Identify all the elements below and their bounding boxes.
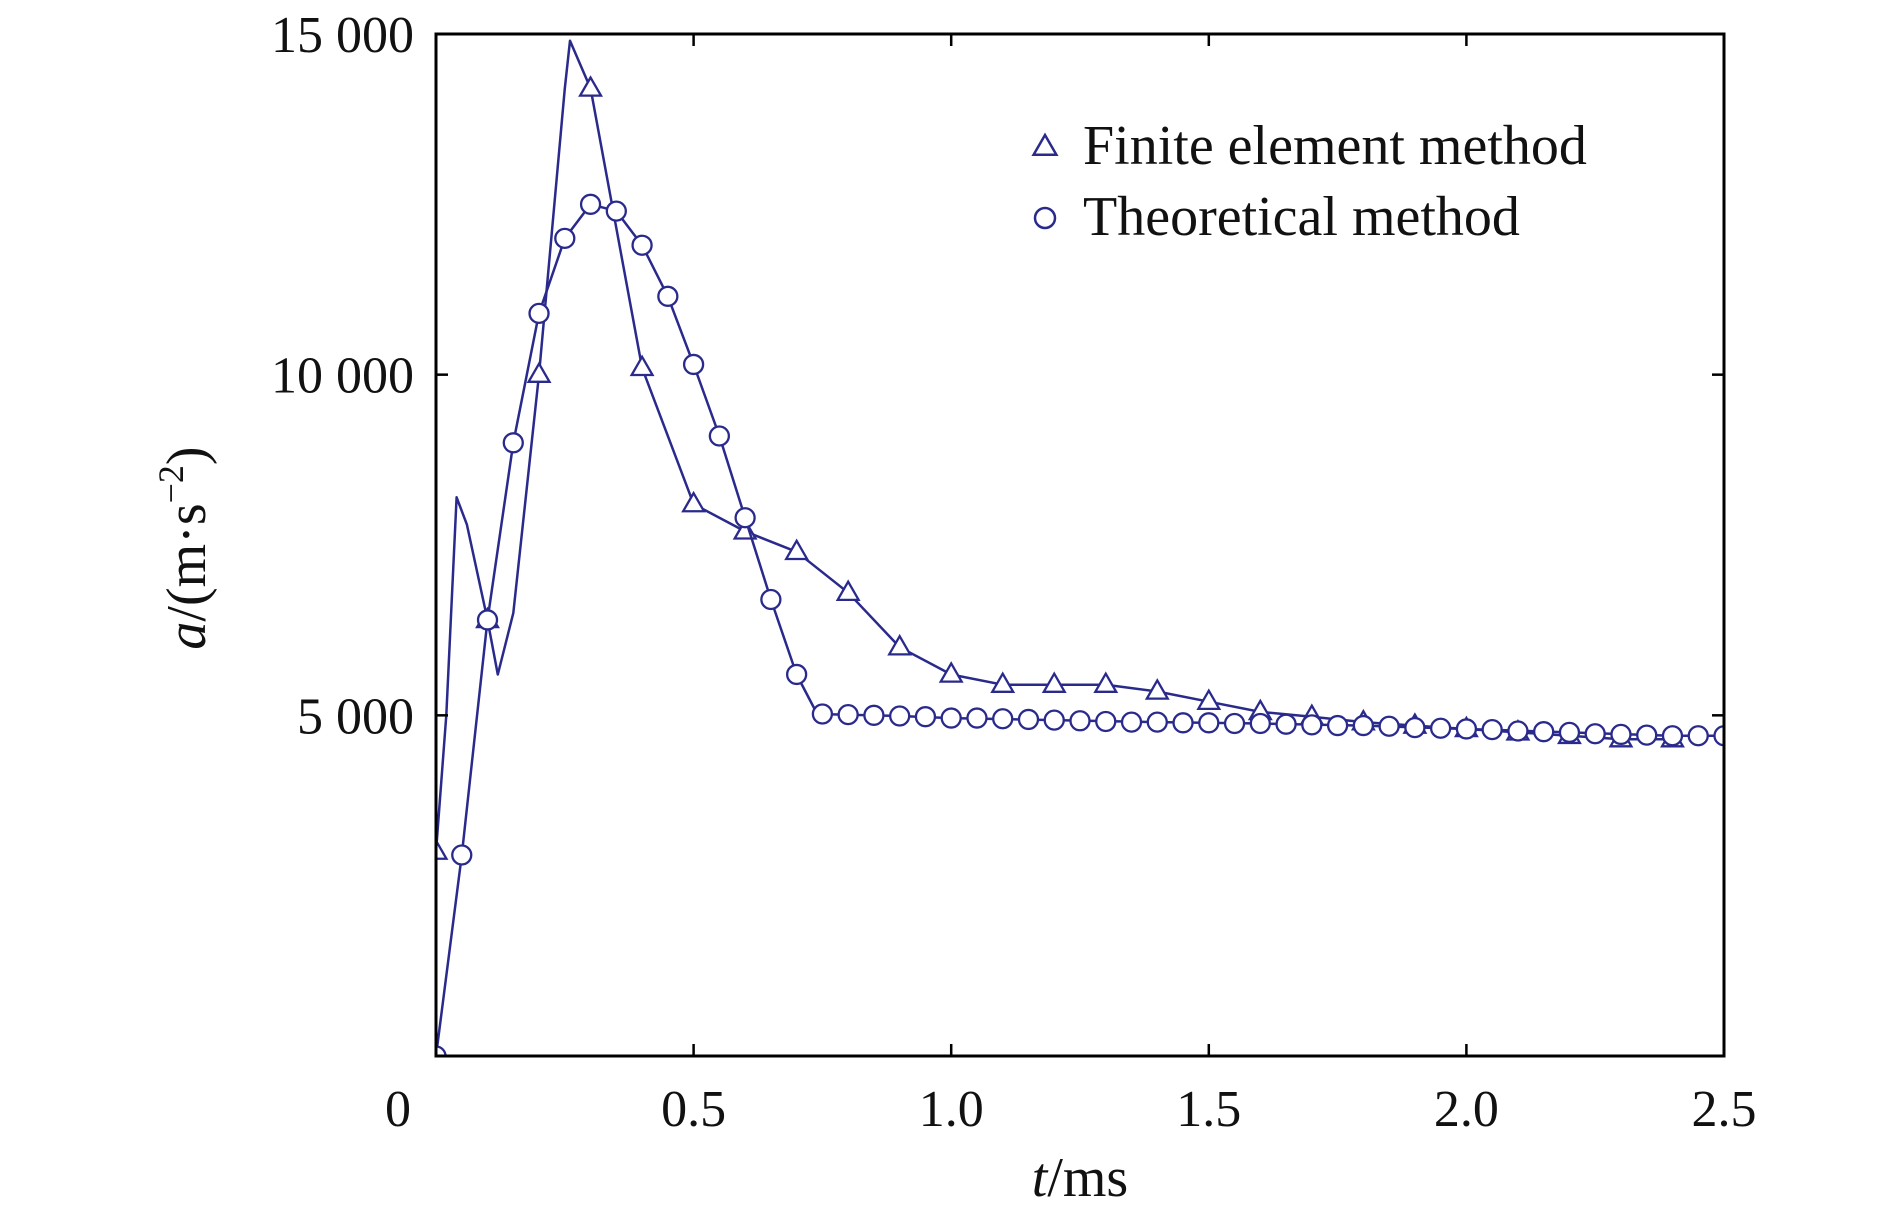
- data-point-theoretical: [451, 844, 473, 866]
- data-point-theoretical: [1429, 717, 1452, 739]
- data-point-theoretical: [1017, 708, 1040, 731]
- data-point-theoretical: [1326, 714, 1349, 737]
- data-point-theoretical: [863, 704, 885, 726]
- x-tick-label: 1.5: [1176, 1081, 1241, 1138]
- data-point-theoretical: [554, 227, 576, 250]
- data-point-theoretical: [1301, 714, 1323, 736]
- x-tick-label: 0.5: [661, 1081, 726, 1138]
- data-point-theoretical: [1481, 718, 1503, 741]
- data-point-fem: [1144, 678, 1170, 700]
- data-point-theoretical: [760, 588, 782, 611]
- data-point-theoretical: [605, 200, 627, 222]
- x-tick-label: 2.5: [1692, 1081, 1757, 1138]
- data-point-theoretical: [1610, 723, 1632, 746]
- data-point-theoretical: [1275, 713, 1297, 735]
- data-point-fem: [938, 661, 964, 683]
- y-axis-label: a/(m·s−2): [151, 446, 218, 649]
- x-tick-label: 1.0: [919, 1081, 984, 1138]
- data-point-fem: [990, 671, 1016, 693]
- data-point-theoretical: [436, 1045, 447, 1056]
- data-point-fem: [526, 361, 552, 383]
- data-point-theoretical: [1198, 712, 1220, 734]
- y-tick-label: 10 000: [271, 348, 414, 405]
- data-point-theoretical: [992, 708, 1014, 730]
- data-point-theoretical: [1507, 720, 1529, 742]
- data-point-theoretical: [734, 507, 756, 529]
- plot-frame: [434, 32, 1726, 1058]
- data-point-theoretical: [476, 609, 499, 631]
- legend-label-theoretical: Theoretical method: [1083, 186, 1520, 248]
- data-point-theoretical: [1713, 725, 1724, 747]
- data-point-theoretical: [502, 432, 524, 454]
- data-point-fem: [578, 75, 603, 97]
- data-point-theoretical: [1455, 718, 1478, 740]
- data-point-fem: [784, 538, 810, 561]
- legend-item-fem: Finite element method: [1031, 115, 1587, 177]
- data-point-theoretical: [1404, 716, 1426, 739]
- data-point-theoretical: [1533, 721, 1555, 743]
- data-point-theoretical: [631, 234, 653, 256]
- axes-layer: [434, 32, 1726, 1058]
- data-point-fem: [436, 838, 449, 860]
- data-point-theoretical: [682, 353, 705, 376]
- data-point-fem: [887, 633, 913, 656]
- data-point-theoretical: [1120, 711, 1143, 733]
- data-point-theoretical: [1095, 710, 1117, 733]
- data-point-theoretical: [837, 704, 859, 726]
- data-point-theoretical: [1636, 724, 1658, 746]
- series-layer: [436, 39, 1724, 1056]
- data-point-theoretical: [785, 663, 808, 686]
- ticks-layer: 0 0.5 1.0 1.5 2.0 2.5 5 000 10 000 15 000: [271, 7, 1757, 1138]
- legend-triangle-icon: [1031, 132, 1059, 157]
- data-point-theoretical: [528, 302, 550, 324]
- data-point-theoretical: [1249, 712, 1271, 735]
- data-point-theoretical: [1558, 721, 1581, 744]
- data-point-theoretical: [1223, 712, 1246, 735]
- data-point-theoretical: [966, 707, 988, 729]
- legend-label-fem: Finite element method: [1083, 115, 1587, 177]
- legend-circle-icon: [1033, 206, 1057, 230]
- data-point-theoretical: [1687, 725, 1709, 747]
- data-point-theoretical: [657, 285, 679, 307]
- data-point-fem: [1196, 688, 1222, 711]
- data-point-theoretical: [708, 425, 731, 447]
- data-point-theoretical: [914, 706, 937, 728]
- data-point-theoretical: [940, 707, 962, 729]
- data-point-theoretical: [1069, 710, 1091, 732]
- x-tick-label: 2.0: [1434, 1081, 1499, 1138]
- data-point-theoretical: [1146, 711, 1168, 733]
- x-tick-label: 0: [385, 1081, 411, 1138]
- data-point-theoretical: [1378, 715, 1400, 737]
- data-point-theoretical: [1352, 714, 1375, 737]
- data-point-theoretical: [1172, 712, 1194, 734]
- y-tick-label: 5 000: [297, 688, 414, 745]
- data-point-theoretical: [1584, 723, 1606, 745]
- data-point-fem: [1093, 671, 1119, 693]
- data-point-fem: [835, 579, 861, 601]
- data-point-fem: [629, 354, 655, 377]
- x-axis-label: t/ms: [1032, 1147, 1128, 1209]
- data-point-theoretical: [1661, 725, 1684, 747]
- y-tick-label: 15 000: [271, 7, 414, 64]
- legend-item-theoretical: Theoretical method: [1033, 186, 1520, 248]
- legend: Finite element method Theoretical method: [1031, 115, 1587, 248]
- data-point-theoretical: [579, 193, 602, 215]
- data-point-fem: [681, 490, 707, 513]
- data-point-fem: [1041, 671, 1067, 693]
- data-point-theoretical: [889, 705, 911, 727]
- data-point-theoretical: [1043, 709, 1065, 731]
- data-point-theoretical: [811, 703, 834, 725]
